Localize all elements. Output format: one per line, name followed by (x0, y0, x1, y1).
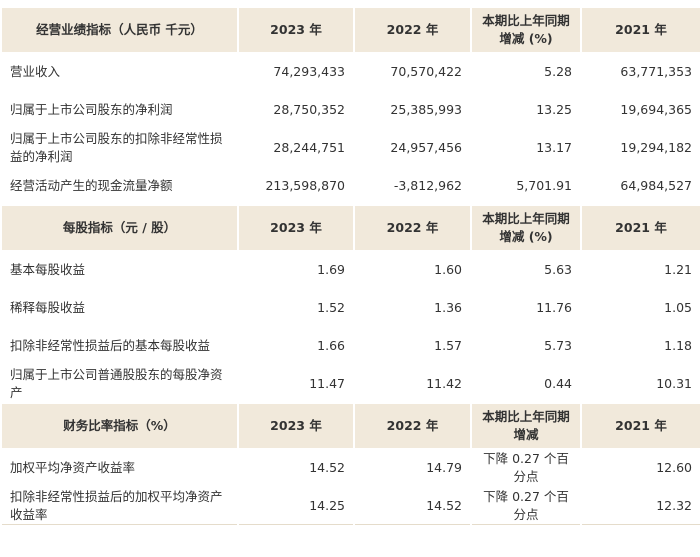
cell: 1.57 (353, 326, 472, 366)
row-label: 经营活动产生的现金流量净额 (0, 166, 239, 206)
cell: 74,293,433 (237, 52, 355, 92)
header-cell: 2022 年 (353, 402, 472, 450)
data-row: 稀释每股收益 1.52 1.36 11.76 1.05 (0, 288, 700, 328)
data-row: 扣除非经常性损益后的基本每股收益 1.66 1.57 5.73 1.18 (0, 326, 700, 366)
cell: 11.47 (237, 364, 355, 404)
cell: -3,812,962 (353, 166, 472, 206)
cell: 5.28 (470, 52, 582, 92)
data-row: 经营活动产生的现金流量净额 213,598,870 -3,812,962 5,701.… (0, 166, 700, 206)
cell: 12.60 (580, 448, 700, 488)
data-row: 加权平均净资产收益率 14.52 14.79 下降 0.27 个百分点 12.60 (0, 448, 700, 488)
data-row: 营业收入 74,293,433 70,570,422 5.28 63,771,353 (0, 52, 700, 92)
cell: 13.25 (470, 90, 582, 130)
row-label: 归属于上市公司股东的扣除非经常性损益的净利润 (0, 128, 239, 168)
row-label: 稀释每股收益 (0, 288, 239, 328)
header-row: 财务比率指标（%） 2023 年 2022 年本期比上年同期增减 2021 年 (0, 402, 700, 450)
table-body: 经营业绩指标（人民币 千元） 2023 年 2022 年本期比上年同期增减 (%) 2… (0, 6, 700, 525)
header-cell: 2022 年 (353, 6, 472, 54)
row-label: 归属于上市公司股东的净利润 (0, 90, 239, 130)
cell: 19,294,182 (580, 128, 700, 168)
data-row: 归属于上市公司股东的扣除非经常性损益的净利润 28,244,751 24,957,4… (0, 128, 700, 168)
cell: 1.36 (353, 288, 472, 328)
data-row: 归属于上市公司普通股股东的每股净资产 11.47 11.42 0.44 10.31 (0, 364, 700, 404)
cell: 14.25 (237, 486, 355, 525)
row-label: 扣除非经常性损益后的基本每股收益 (0, 326, 239, 366)
cell: 1.18 (580, 326, 700, 366)
cell: 10.31 (580, 364, 700, 404)
header-cell: 2023 年 (237, 6, 355, 54)
row-label: 扣除非经常性损益后的加权平均净资产收益率 (0, 486, 239, 525)
cell: 213,598,870 (237, 166, 355, 206)
header-cell: 2023 年 (237, 402, 355, 450)
cell: 63,771,353 (580, 52, 700, 92)
data-table: 经营业绩指标（人民币 千元） 2023 年 2022 年本期比上年同期增减 (%) 2… (0, 6, 700, 525)
header-cell: 每股指标（元 / 股） (0, 204, 239, 252)
header-row: 每股指标（元 / 股） 2023 年 2022 年本期比上年同期增减 (%) 2021… (0, 204, 700, 252)
cell: 28,750,352 (237, 90, 355, 130)
cell: 14.52 (353, 486, 472, 525)
data-row: 归属于上市公司股东的净利润 28,750,352 25,385,993 13.25 19… (0, 90, 700, 130)
cell: 70,570,422 (353, 52, 472, 92)
cell: 1.52 (237, 288, 355, 328)
cell: 25,385,993 (353, 90, 472, 130)
cell: 64,984,527 (580, 166, 700, 206)
cell: 1.60 (353, 250, 472, 290)
cell: 下降 0.27 个百分点 (470, 486, 582, 525)
cell: 11.42 (353, 364, 472, 404)
row-label: 基本每股收益 (0, 250, 239, 290)
cell: 11.76 (470, 288, 582, 328)
header-cell: 2022 年 (353, 204, 472, 252)
cell: 24,957,456 (353, 128, 472, 168)
cell: 5.63 (470, 250, 582, 290)
row-label: 营业收入 (0, 52, 239, 92)
page: 经营业绩指标（人民币 千元） 2023 年 2022 年本期比上年同期增减 (%) 2… (0, 6, 700, 557)
header-cell: 2021 年 (580, 204, 700, 252)
cell: 5.73 (470, 326, 582, 366)
header-cell: 本期比上年同期增减 (%) (470, 6, 582, 54)
data-row: 基本每股收益 1.69 1.60 5.63 1.21 (0, 250, 700, 290)
row-label: 加权平均净资产收益率 (0, 448, 239, 488)
header-cell: 2021 年 (580, 402, 700, 450)
cell: 1.66 (237, 326, 355, 366)
cell: 下降 0.27 个百分点 (470, 448, 582, 488)
header-cell: 财务比率指标（%） (0, 402, 239, 450)
cell: 14.52 (237, 448, 355, 488)
cell: 5,701.91 (470, 166, 582, 206)
header-cell: 经营业绩指标（人民币 千元） (0, 6, 239, 54)
header-cell: 本期比上年同期增减 (%) (470, 204, 582, 252)
data-row: 扣除非经常性损益后的加权平均净资产收益率 14.25 14.52 下降 0.27 个百… (0, 486, 700, 525)
cell: 14.79 (353, 448, 472, 488)
cell: 28,244,751 (237, 128, 355, 168)
cell: 1.21 (580, 250, 700, 290)
cell: 12.32 (580, 486, 700, 525)
header-cell: 2023 年 (237, 204, 355, 252)
cell: 19,694,365 (580, 90, 700, 130)
header-cell: 2021 年 (580, 6, 700, 54)
cell: 0.44 (470, 364, 582, 404)
header-row: 经营业绩指标（人民币 千元） 2023 年 2022 年本期比上年同期增减 (%) 2… (0, 6, 700, 54)
cell: 1.05 (580, 288, 700, 328)
row-label: 归属于上市公司普通股股东的每股净资产 (0, 364, 239, 404)
header-cell: 本期比上年同期增减 (470, 402, 582, 450)
cell: 13.17 (470, 128, 582, 168)
cell: 1.69 (237, 250, 355, 290)
